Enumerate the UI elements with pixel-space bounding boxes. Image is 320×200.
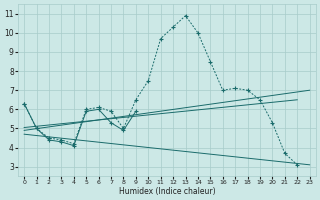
X-axis label: Humidex (Indice chaleur): Humidex (Indice chaleur) [119, 187, 215, 196]
